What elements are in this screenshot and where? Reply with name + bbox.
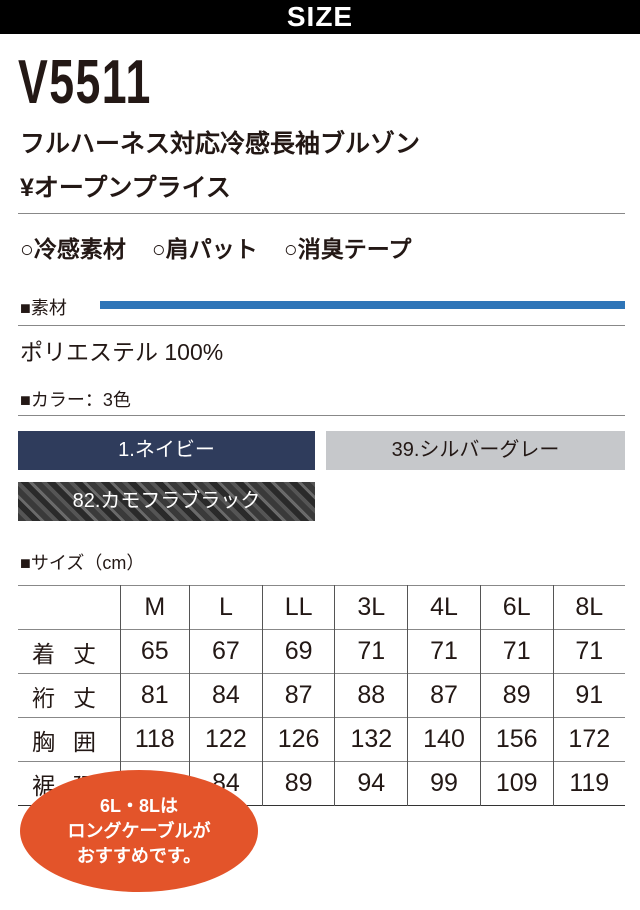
cell: 118: [119, 717, 190, 762]
size-label: ■サイズ（cm）: [20, 553, 145, 573]
row-label: 着丈: [32, 640, 114, 667]
color-swatch-navy: 1.ネイビー: [18, 431, 315, 470]
cell: 156: [479, 717, 554, 762]
material-value: ポリエステル 100%: [20, 339, 224, 365]
material-accent-bar: [100, 301, 625, 309]
cell: 67: [189, 629, 263, 674]
size-table: M L LL 3L 4L 6L 8L 着丈 65 67 69 71 71 71 71 裄丈 81…: [18, 585, 625, 806]
cell: 91: [552, 673, 625, 718]
long-cable-note: 6L・8Lは ロングケーブルが おすすめです。: [20, 770, 258, 892]
note-line: 6L・8Lは: [99, 795, 178, 816]
cell: 84: [189, 673, 263, 718]
header-cell: [18, 586, 120, 630]
header-cell: 8L: [552, 585, 625, 630]
cell: 89: [261, 761, 335, 806]
table-row: 裄丈 81 84 87 88 87 89 91: [18, 673, 625, 718]
cell: 99: [407, 761, 481, 806]
cell: 122: [189, 717, 263, 762]
header-cell: M: [119, 585, 190, 630]
feature-item: ○消臭テープ: [283, 236, 412, 262]
cell: 89: [479, 673, 554, 718]
color-swatch-camo-black: 82.カモフラブラック: [18, 482, 315, 521]
cell: 132: [334, 717, 408, 762]
cell: 71: [334, 629, 408, 674]
header-cell: L: [189, 585, 263, 630]
header-cell: 6L: [479, 585, 554, 630]
divider: [18, 213, 625, 214]
cell: 71: [552, 629, 625, 674]
feature-list: ○冷感素材 ○肩パット ○消臭テープ: [20, 230, 411, 264]
cell: 140: [407, 717, 481, 762]
cell: 119: [552, 761, 625, 806]
feature-item: ○冷感素材: [20, 236, 126, 262]
table-row: 胸囲 118 122 126 132 140 156 172: [18, 717, 625, 762]
cell: 126: [261, 717, 335, 762]
row-label: 裄丈: [32, 684, 114, 711]
cell: 69: [261, 629, 335, 674]
cell: 109: [479, 761, 554, 806]
material-label: ■素材: [20, 298, 67, 318]
note-line: おすすめです。: [76, 845, 202, 866]
feature-item: ○肩パット: [151, 236, 258, 262]
cell: 94: [334, 761, 408, 806]
product-name: フルハーネス対応冷感長袖ブルゾン: [20, 130, 421, 158]
model-number: V5511: [18, 48, 152, 117]
cell: 88: [334, 673, 408, 718]
divider: [18, 415, 625, 416]
note-line: ロングケーブルが: [67, 820, 211, 841]
cell: 81: [119, 673, 190, 718]
product-price: ¥オープンプライス: [20, 174, 231, 202]
table-row: 着丈 65 67 69 71 71 71 71: [18, 629, 625, 674]
color-label: ■カラー：3色: [20, 390, 131, 410]
cell: 172: [552, 717, 625, 762]
cell: 71: [407, 629, 481, 674]
cell: 65: [119, 629, 190, 674]
color-swatch-silver-gray: 39.シルバーグレー: [326, 431, 625, 470]
header-cell: 4L: [407, 585, 481, 630]
header-cell: LL: [261, 585, 335, 630]
cell: 71: [479, 629, 554, 674]
header-cell: 3L: [334, 585, 408, 630]
row-label: 胸囲: [32, 728, 114, 755]
cell: 87: [261, 673, 335, 718]
size-header: SIZE: [0, 0, 640, 34]
table-header-row: M L LL 3L 4L 6L 8L: [18, 585, 625, 630]
divider: [18, 325, 625, 326]
cell: 87: [407, 673, 481, 718]
